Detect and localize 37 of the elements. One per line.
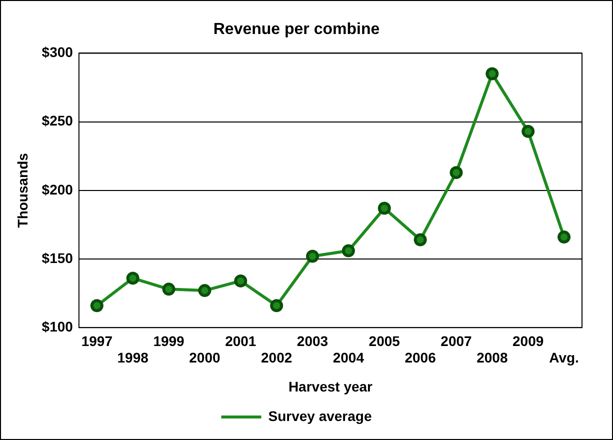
x-tick-label: 2009: [512, 332, 544, 349]
y-tick-label: $200: [42, 181, 74, 198]
chart-title: Revenue per combine: [213, 21, 380, 38]
point: [378, 202, 391, 215]
y-tick-label: $300: [42, 44, 74, 60]
point: [522, 124, 535, 138]
point: [198, 284, 212, 298]
point: [234, 274, 248, 288]
legend-label: Survey average: [268, 408, 372, 424]
x-tick-label: 2001: [225, 332, 256, 349]
y-tick-label: $150: [42, 250, 74, 266]
x-tick-label: 2003: [296, 332, 328, 349]
point: [306, 250, 320, 263]
x-tick-label: 2006: [404, 350, 436, 366]
x-tick-label: 1999: [153, 332, 185, 349]
x-tick-label: 1997: [81, 332, 113, 349]
y-axis-title: Thousands: [14, 152, 30, 228]
y-tick-label: $250: [42, 112, 74, 129]
x-tick-label: 2004: [332, 350, 364, 366]
point: [414, 233, 427, 246]
point: [270, 299, 284, 312]
x-tick-label: 2007: [440, 332, 472, 349]
x-axis-title: Harvest year: [288, 378, 374, 394]
point: [90, 299, 104, 312]
x-tick-label: 2005: [368, 332, 400, 349]
point: [162, 282, 176, 296]
x-tick-label: Avg.: [549, 350, 579, 366]
point: [126, 272, 140, 285]
y-tick-label: $100: [42, 318, 74, 334]
x-tick-label: 1998: [117, 350, 149, 366]
point: [450, 166, 463, 180]
point: [558, 230, 571, 244]
x-tick-label: 2000: [189, 350, 220, 366]
point: [486, 67, 499, 80]
point: [342, 244, 355, 258]
x-tick-label: 2002: [260, 350, 292, 366]
x-tick-label: 2008: [476, 350, 508, 366]
